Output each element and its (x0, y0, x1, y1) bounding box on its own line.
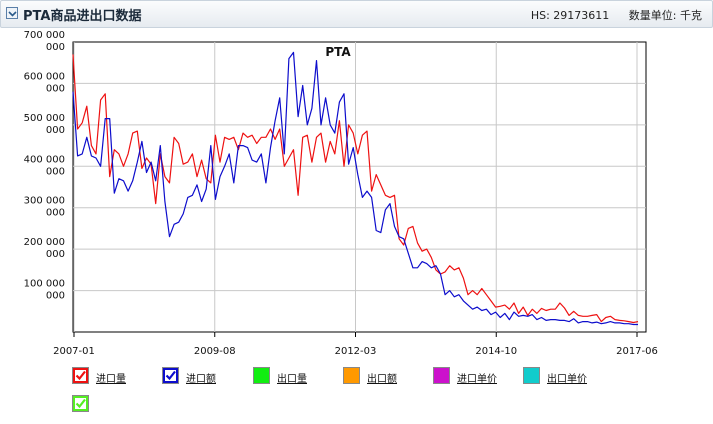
checkbox-icon[interactable] (253, 367, 270, 384)
hs-code: HS: 29173611 (530, 9, 610, 22)
y-tick-label: 200 000 000 (24, 237, 65, 260)
checkbox-checked-icon[interactable] (72, 367, 89, 384)
legend-label[interactable]: 进口单价 (457, 374, 497, 385)
y-tick-label: 500 000 000 (24, 113, 65, 136)
chart-title: PTA (325, 45, 351, 59)
collapse-icon[interactable] (6, 7, 18, 19)
x-tick-label: 2007-01 (53, 346, 95, 357)
panel-header: PTA商品进出口数据 HS: 29173611 数量单位: 千克 (0, 0, 713, 28)
legend-label[interactable]: 进口量 (96, 374, 126, 385)
page-title: PTA商品进出口数据 (23, 9, 142, 24)
legend-label[interactable]: 出口单价 (547, 374, 587, 385)
checkbox-icon[interactable] (523, 367, 540, 384)
y-tick-label: 600 000 000 (24, 71, 65, 94)
y-tick-label: 300 000 000 (24, 196, 65, 219)
y-tick-label: 100 000 000 (24, 279, 65, 302)
legend-label[interactable]: 进口额 (186, 374, 216, 385)
x-tick-label: 2017-06 (616, 346, 658, 357)
series-line-1 (72, 54, 639, 324)
unit-label: 数量单位: 千克 (628, 9, 702, 22)
series-line-2 (72, 51, 638, 326)
checkbox-checked-icon[interactable] (72, 395, 89, 412)
x-tick-label: 2012-03 (335, 346, 377, 357)
checkbox-checked-icon[interactable] (162, 367, 179, 384)
legend-label[interactable]: 出口额 (367, 374, 397, 385)
y-tick-label: 700 000 000 (24, 30, 65, 53)
plot-area (72, 41, 647, 333)
checkbox-icon[interactable] (433, 367, 450, 384)
x-tick-label: 2014-10 (475, 346, 517, 357)
line-chart: 100 000 000 200 000 000 300 000 000 400 000 000… (24, 30, 658, 357)
x-tick-label: 2009-08 (194, 346, 236, 357)
checkbox-icon[interactable] (343, 367, 360, 384)
legend-label[interactable]: 出口量 (277, 374, 307, 385)
y-tick-label: 400 000 000 (24, 154, 65, 177)
header-meta: HS: 29173611 数量单位: 千克 (527, 7, 702, 23)
